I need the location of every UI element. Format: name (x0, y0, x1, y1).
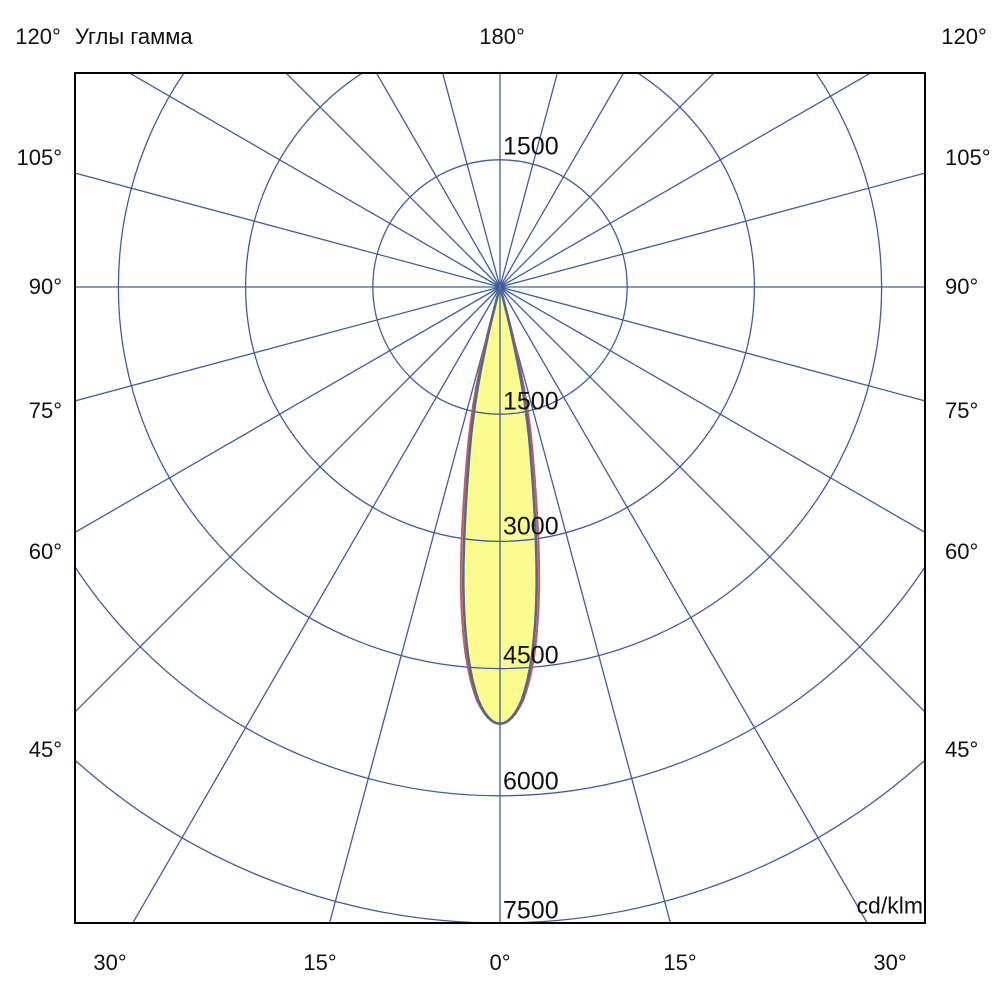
radial-tick-1500: 1500 (503, 387, 559, 416)
gamma-line-210 (375, 73, 501, 288)
gamma-line-195 (441, 73, 501, 288)
gamma-line-300 (75, 286, 501, 534)
gamma-line-120 (499, 73, 872, 288)
chart-title: Углы гамма (75, 24, 193, 49)
gamma-line-225 (285, 73, 501, 288)
gamma-label-left-45: 45° (28, 737, 62, 762)
gamma-line-135 (499, 73, 715, 288)
gamma-line-45 (499, 286, 925, 713)
plot-frame (74, 72, 926, 924)
gamma-label-bottom-15-right: 15° (663, 950, 697, 975)
gamma-line-30 (499, 286, 868, 923)
gamma-label-right-45: 45° (945, 737, 979, 762)
gamma-label-left-90: 90° (28, 274, 62, 299)
gamma-line-15 (499, 286, 672, 923)
radial-tick-1500-top: 1500 (503, 132, 559, 161)
radial-tick-7500: 7500 (503, 896, 559, 925)
gamma-line-165 (499, 73, 559, 288)
gamma-line-60 (499, 286, 925, 534)
unit-label: cd/klm (856, 892, 923, 919)
gamma-label-bottom-15-left: 15° (303, 950, 337, 975)
gamma-label-left-60: 60° (28, 539, 62, 564)
gamma-label-top-right-120: 120° (941, 24, 987, 49)
gamma-line-285 (75, 286, 501, 402)
gamma-label-right-105: 105° (945, 145, 991, 170)
beam-outline-main (462, 285, 538, 725)
gamma-label-right-60: 60° (945, 539, 979, 564)
gamma-label-left-75: 75° (28, 398, 62, 423)
gamma-line-105 (499, 172, 925, 288)
gamma-line-315 (75, 286, 501, 713)
gamma-line-255 (75, 172, 501, 288)
gamma-line-240 (128, 73, 501, 288)
gamma-label-right-75: 75° (945, 398, 979, 423)
gamma-label-top-left-120: 120° (15, 24, 61, 49)
gamma-label-left-105: 105° (16, 145, 62, 170)
radial-tick-6000: 6000 (503, 767, 559, 796)
gamma-label-bottom-0: 0° (489, 950, 511, 975)
radial-tick-4500: 4500 (503, 641, 559, 670)
gamma-line-75 (499, 286, 925, 402)
gamma-label-bottom-30-right: 30° (873, 950, 907, 975)
gamma-line-345 (328, 286, 501, 923)
radial-tick-3000: 3000 (503, 512, 559, 541)
gamma-line-150 (499, 73, 625, 288)
gamma-label-bottom-30-left: 30° (93, 950, 127, 975)
gamma-label-right-90: 90° (945, 274, 979, 299)
gamma-label-top-180: 180° (479, 24, 525, 49)
gamma-line-330 (132, 286, 501, 923)
